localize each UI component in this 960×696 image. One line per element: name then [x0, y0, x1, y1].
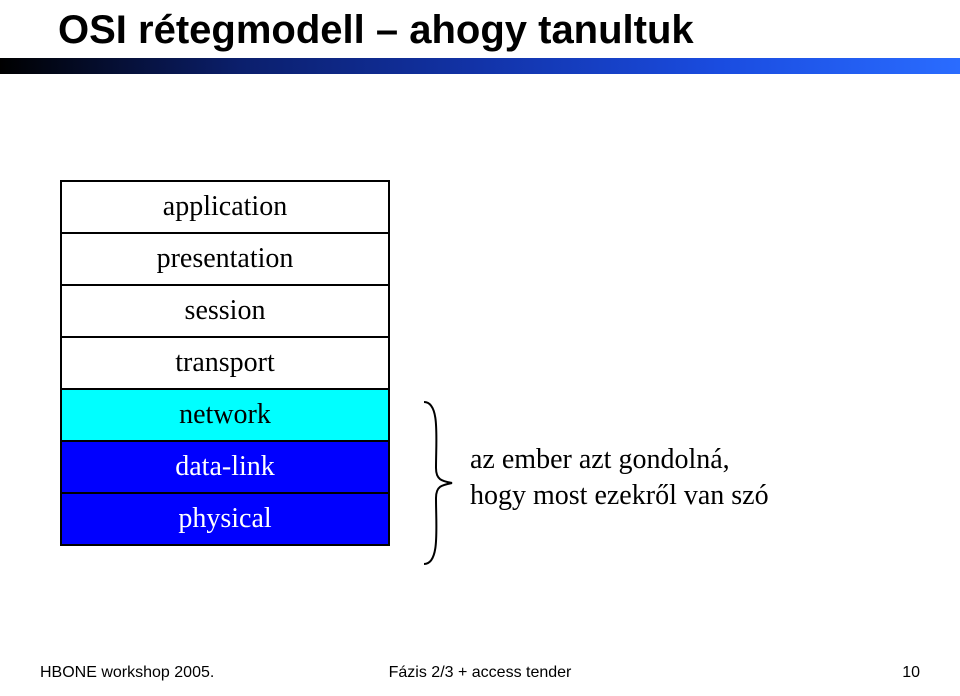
- osi-layer-network: network: [60, 388, 390, 442]
- osi-layer-session: session: [60, 284, 390, 338]
- osi-layer-application: application: [60, 180, 390, 234]
- footer-page-number: 10: [902, 664, 920, 682]
- osi-stack: application presentation session transpo…: [60, 180, 390, 546]
- osi-layer-presentation: presentation: [60, 232, 390, 286]
- footer-left: HBONE workshop 2005.: [40, 664, 214, 682]
- brace-icon: [418, 398, 458, 573]
- slide-title: OSI rétegmodell – ahogy tanultuk: [58, 8, 694, 53]
- callout-line-2: hogy most ezekről van szó: [470, 478, 769, 514]
- osi-layer-transport: transport: [60, 336, 390, 390]
- slide: OSI rétegmodell – ahogy tanultuk applica…: [0, 0, 960, 696]
- footer-center: Fázis 2/3 + access tender: [389, 664, 572, 682]
- osi-layer-data-link: data-link: [60, 440, 390, 494]
- title-underline-bar: [0, 58, 960, 74]
- callout-line-1: az ember azt gondolná,: [470, 442, 769, 478]
- osi-layer-physical: physical: [60, 492, 390, 546]
- callout-text: az ember azt gondolná, hogy most ezekről…: [470, 442, 769, 514]
